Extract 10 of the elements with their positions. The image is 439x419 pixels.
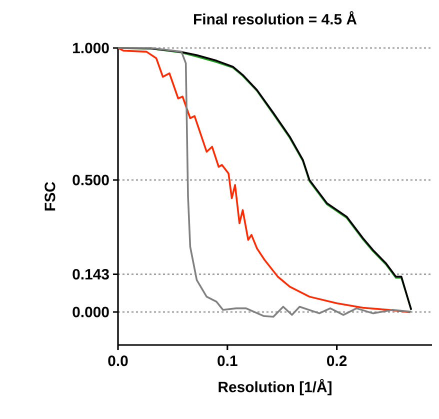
chart-title: Final resolution = 4.5 Å — [194, 11, 357, 24]
x-tick-label: 0.2 — [327, 356, 347, 366]
x-axis-title: Resolution [1/Å] — [218, 378, 332, 396]
x-tick-label: 0.1 — [218, 356, 238, 366]
x-tick-label: 0.0 — [108, 356, 128, 366]
y-tick-label: 0.143 — [72, 268, 109, 280]
y-tick-label: 1.000 — [73, 42, 109, 54]
y-tick-label: 0.000 — [72, 306, 109, 318]
y-tick-label: 0.500 — [72, 174, 109, 186]
y-axis-title: FSC — [44, 182, 56, 210]
